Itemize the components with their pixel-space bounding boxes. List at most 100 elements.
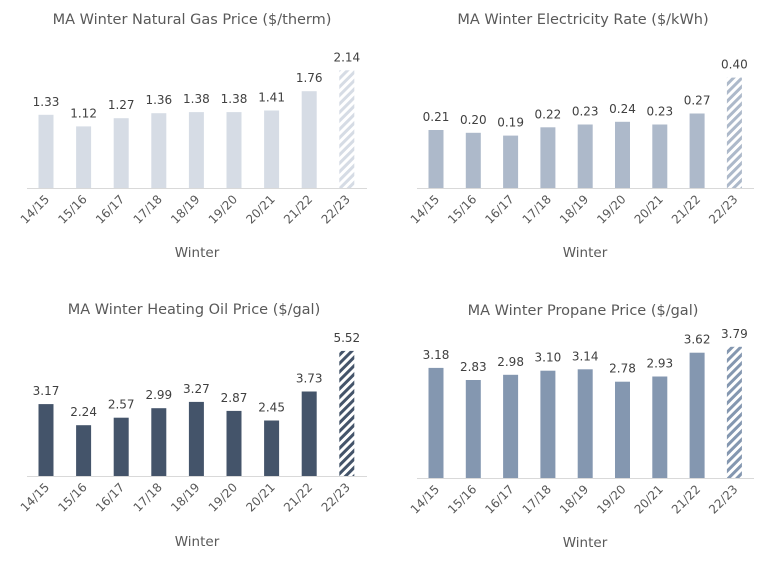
chart-natural-gas-svg: MA Winter Natural Gas Price ($/therm) 1.…	[18, 12, 367, 261]
chart-natural-gas: MA Winter Natural Gas Price ($/therm) 1.…	[0, 0, 385, 280]
chart-title: MA Winter Propane Price ($/gal)	[468, 303, 699, 319]
x-tick-label: 16/17	[482, 482, 516, 516]
x-tick-label: 17/18	[131, 192, 165, 226]
bar-projected	[726, 346, 742, 478]
x-axis-label: Winter	[563, 245, 608, 261]
x-tick-label: 18/19	[557, 192, 591, 226]
bar	[188, 112, 204, 188]
x-tick-label: 20/21	[632, 482, 666, 516]
bar	[226, 112, 242, 188]
chart-heating-oil: MA Winter Heating Oil Price ($/gal) 3.17…	[0, 285, 385, 565]
bar	[151, 408, 167, 476]
bar	[540, 127, 556, 188]
x-tick-label: 15/16	[445, 192, 479, 226]
x-tick-label: 21/22	[281, 480, 315, 514]
x-tick-label: 14/15	[408, 482, 442, 516]
x-tick-label: 18/19	[168, 480, 202, 514]
data-label: 2.57	[108, 398, 135, 412]
data-label: 0.40	[721, 58, 748, 72]
bar	[540, 370, 556, 478]
data-label: 1.36	[145, 93, 172, 107]
bar-projected	[339, 70, 355, 188]
data-label: 1.38	[183, 92, 210, 106]
data-label: 0.21	[423, 110, 450, 124]
data-label: 2.45	[258, 401, 285, 415]
data-label: 0.22	[535, 107, 562, 121]
bar	[577, 124, 593, 188]
bar	[465, 132, 481, 188]
chart-heating-oil-svg: MA Winter Heating Oil Price ($/gal) 3.17…	[18, 302, 367, 550]
bar	[76, 126, 92, 188]
x-axis-label: Winter	[175, 534, 220, 550]
x-tick-label: 20/21	[243, 192, 277, 226]
data-label: 1.38	[221, 92, 248, 106]
bar	[503, 374, 519, 478]
x-tick-label: 16/17	[93, 192, 127, 226]
bar	[113, 118, 129, 188]
data-label: 2.24	[70, 405, 97, 419]
data-label: 2.83	[460, 360, 487, 374]
x-tick-label: 18/19	[557, 482, 591, 516]
x-tick-label: 15/16	[55, 192, 89, 226]
bar	[113, 417, 129, 476]
data-label: 2.98	[497, 355, 524, 369]
data-label: 0.19	[497, 116, 524, 130]
data-label: 3.18	[423, 348, 450, 362]
data-label: 3.17	[33, 384, 60, 398]
chart-electricity: MA Winter Electricity Rate ($/kWh) 0.21 1…	[385, 0, 770, 280]
data-label: 3.62	[684, 333, 711, 347]
x-tick-label: 22/23	[706, 482, 740, 516]
data-label: 2.14	[333, 50, 360, 64]
x-tick-label: 20/21	[243, 480, 277, 514]
x-tick-label: 21/22	[281, 192, 315, 226]
bar	[615, 381, 630, 478]
chart-propane: MA Winter Propane Price ($/gal) 3.18 14/1…	[385, 285, 770, 565]
data-label: 2.99	[145, 388, 172, 402]
data-label: 0.27	[684, 94, 711, 108]
bar-projected	[726, 77, 742, 188]
x-tick-label: 16/17	[93, 480, 127, 514]
bar	[188, 401, 204, 476]
chart-title: MA Winter Heating Oil Price ($/gal)	[68, 302, 320, 318]
bar	[652, 124, 668, 188]
bar	[465, 380, 481, 478]
x-tick-label: 15/16	[445, 482, 479, 516]
bar	[76, 425, 92, 476]
data-label: 1.41	[258, 91, 285, 105]
x-tick-label: 16/17	[482, 192, 516, 226]
bar	[301, 391, 317, 476]
x-tick-label: 22/23	[319, 192, 353, 226]
data-label: 0.23	[572, 105, 599, 119]
x-tick-label: 18/19	[168, 192, 202, 226]
x-tick-label: 21/22	[669, 192, 703, 226]
data-label: 2.78	[609, 362, 636, 376]
data-label: 2.93	[646, 357, 673, 371]
x-axis-label: Winter	[563, 535, 608, 551]
x-tick-label: 19/20	[206, 192, 240, 226]
x-tick-label: 14/15	[18, 480, 52, 514]
x-tick-label: 21/22	[669, 482, 703, 516]
bar-projected	[339, 350, 355, 476]
x-tick-label: 17/18	[520, 482, 554, 516]
data-label: 1.76	[296, 71, 323, 85]
x-tick-label: 22/23	[319, 480, 353, 514]
data-label: 1.27	[108, 98, 135, 112]
chart-title: MA Winter Natural Gas Price ($/therm)	[53, 12, 332, 28]
bar	[151, 113, 167, 188]
bar	[264, 420, 280, 476]
x-tick-label: 20/21	[632, 192, 666, 226]
x-tick-label: 22/23	[706, 192, 740, 226]
x-tick-label: 19/20	[594, 192, 628, 226]
chart-propane-svg: MA Winter Propane Price ($/gal) 3.18 14/1…	[408, 303, 754, 551]
data-label: 0.23	[646, 105, 673, 119]
bar	[264, 110, 280, 188]
x-axis-label: Winter	[175, 245, 220, 261]
data-label: 3.27	[183, 382, 210, 396]
chart-title: MA Winter Electricity Rate ($/kWh)	[457, 12, 708, 28]
data-label: 3.14	[572, 349, 599, 363]
chart-electricity-svg: MA Winter Electricity Rate ($/kWh) 0.21 1…	[408, 12, 754, 261]
bar	[615, 121, 630, 188]
data-label: 2.87	[221, 391, 248, 405]
data-label: 3.10	[535, 351, 562, 365]
bar	[428, 130, 444, 188]
